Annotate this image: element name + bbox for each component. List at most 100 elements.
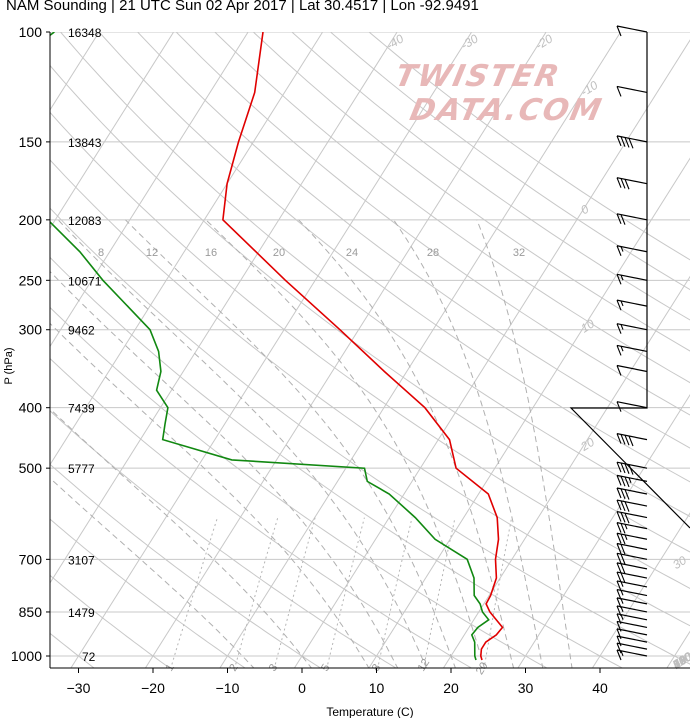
moist-adiabat-20 [125,219,456,668]
height-label: 72 [82,650,96,664]
isotherm--40 [50,32,398,584]
wind-barb-flag [620,523,626,534]
moist-adiabat-label: 16 [205,247,217,259]
wind-barb-staff [616,323,648,331]
mixing-ratio-5 [326,517,365,668]
wind-barb-half [620,614,624,620]
wind-barb-staff [616,510,648,519]
wind-barb [616,552,648,565]
wind-barb [616,461,648,475]
wind-barb-flag [620,488,626,499]
wind-barb-staff [616,461,648,469]
wind-barb-staff [616,562,648,570]
wind-barb [616,177,648,190]
isotherm-label: -30 [458,31,480,52]
y-tick-label: 100 [19,24,43,40]
wind-barb-flag [624,476,630,488]
wind-barb-staff [616,213,648,221]
mixing-ratio-3 [273,517,316,668]
wind-barb-half [620,581,624,587]
wind-barb [616,299,648,311]
isotherm-label: 10 [578,316,597,335]
wind-barb-flag [616,642,622,654]
moist-adiabat-label: 20 [273,247,285,259]
wind-barb-staff [616,364,648,373]
watermark-logo: TWISTER DATA.COM [392,59,606,128]
wind-barb-staff [616,597,648,605]
wind-barb-flag [624,463,630,474]
wind-barb [616,245,648,256]
wind-barb-flag [616,580,622,592]
wind-barb-flag [616,135,622,147]
wind-barb [616,344,648,356]
wind-barb-flag [616,522,622,533]
moist-adiabat-label: 12 [146,247,158,259]
moist-adiabat-24 [205,219,485,668]
wind-barb-flag [628,464,634,475]
mixing-ratio-8 [377,517,413,668]
wind-barb-staff [616,635,648,643]
wind-barb-flag [628,435,634,447]
wind-barb-half [620,324,624,330]
wind-barb [616,273,648,285]
wind-barb-flag [616,401,622,412]
isotherm-label: -40 [384,31,406,52]
moist-adiabat-32 [393,219,544,668]
dry-adiabat-70 [50,111,690,589]
dry-adiabat-30 [50,306,548,668]
moist-adiabat-0 [50,408,313,668]
wind-barb-flag [620,563,626,574]
wind-barb-flag [616,461,622,473]
dry-adiabat-130 [214,32,690,384]
isotherm-10 [368,157,690,668]
wind-barb-staff [616,620,648,629]
mixing-ratio-label: 12 [416,657,433,674]
wind-barb-staff [616,401,648,409]
wind-barb-flag [616,499,622,511]
x-tick-label: 20 [443,680,459,696]
chart-title: NAM Sounding | 21 UTC Sun 02 Apr 2017 | … [6,0,479,14]
moist-adiabat-label: 32 [513,247,525,259]
wind-barb-half [620,346,624,352]
wind-barb-flag [616,543,622,554]
y-tick-label: 200 [19,212,43,228]
wind-barb-staff [616,499,648,507]
mixing-ratio-20 [483,517,513,668]
wind-barb-flag [620,572,626,584]
temperature-line [222,32,504,661]
dry-adiabat--20 [50,574,171,668]
wind-barb [616,364,648,376]
height-label: 16348 [68,26,102,40]
wind-barb-flag [616,245,622,256]
wind-barb-flag [616,475,622,486]
wind-barb-flag [616,433,622,444]
wind-barb-flag [616,487,622,499]
wind-barb-staff [616,25,648,33]
dry-adiabat-40 [50,256,624,668]
moist-adiabat-28 [298,219,515,668]
height-label: 3107 [68,553,95,567]
wind-barb-staff [616,245,648,253]
y-tick-label: 500 [19,460,43,476]
y-tick-label: 400 [19,400,43,416]
x-tick-label: 40 [592,680,608,696]
wind-barb-staff [616,613,648,621]
moist-adiabat-label: 24 [346,247,358,259]
isotherm-30 [517,393,690,668]
wind-barb [616,649,648,661]
x-tick-label: −30 [67,680,91,696]
x-tick-label: 10 [369,680,385,696]
mixing-ratio-label: 20 [474,660,491,677]
wind-barb-staff [616,522,648,530]
wind-barb [616,433,648,447]
dry-adiabat-110 [137,32,690,449]
wind-barb-flag [616,553,622,564]
wind-barb-half [628,477,632,483]
wind-barb-staff [616,588,648,597]
dry-adiabat-50 [50,207,690,665]
wind-barb-flag [616,86,622,97]
wind-barb-staff [616,628,648,636]
wind-barb-staff [616,649,648,657]
wind-barb-flag [616,635,622,647]
y-axis-title: P (hPa) [3,347,15,384]
